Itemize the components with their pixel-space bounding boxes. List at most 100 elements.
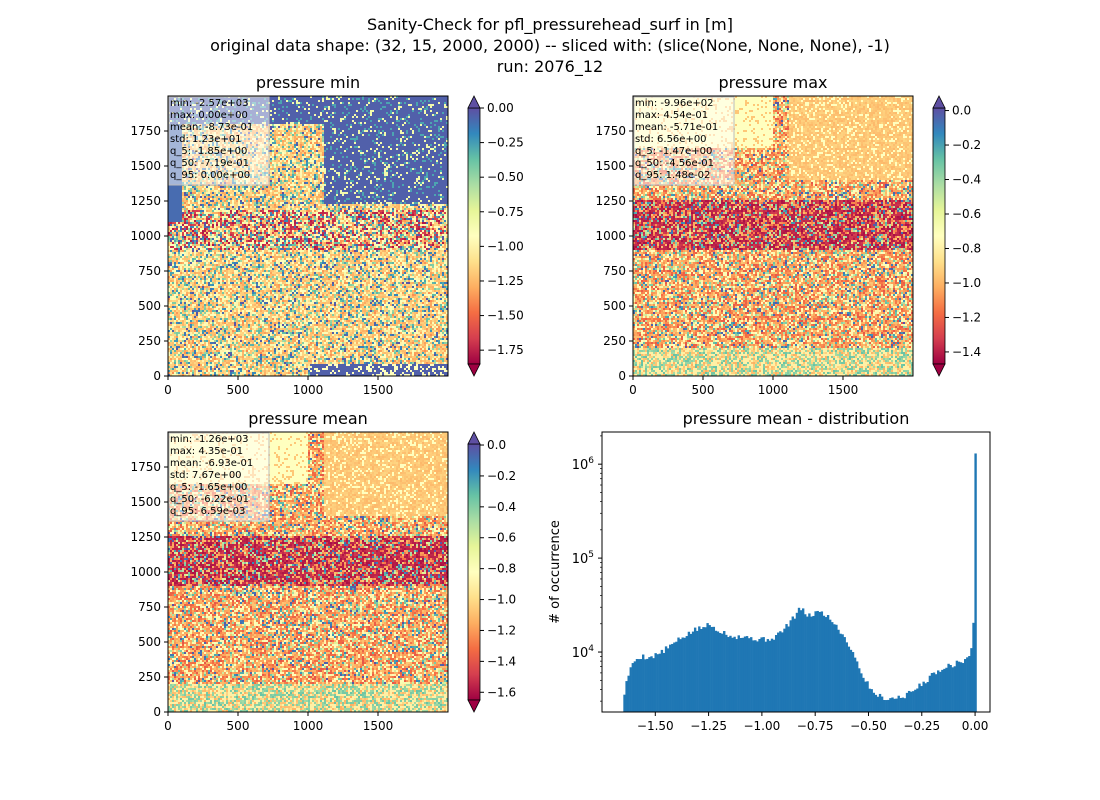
y-tick-label: 0 bbox=[618, 369, 626, 383]
histogram-bar bbox=[870, 689, 873, 712]
x-tick-label: −1.50 bbox=[637, 719, 674, 733]
y-tick-label: 106 bbox=[572, 456, 595, 473]
histogram-bar bbox=[633, 661, 637, 712]
histogram-bar bbox=[750, 637, 753, 712]
histogram-bar bbox=[895, 698, 898, 712]
suptitle-line-2: original data shape: (32, 15, 2000, 2000… bbox=[210, 36, 890, 55]
histogram-bar bbox=[968, 656, 971, 712]
colorbar-tick-label: −1.0 bbox=[487, 593, 516, 607]
colorbar-tick-label: −1.00 bbox=[487, 239, 524, 253]
histogram-bar bbox=[779, 631, 782, 712]
stats-line: mean: -8.73e-01 bbox=[170, 122, 253, 133]
histogram-bar bbox=[903, 698, 907, 712]
y-tick-label: 0 bbox=[153, 369, 161, 383]
stats-line: mean: -6.93e-01 bbox=[170, 458, 253, 469]
histogram-bar bbox=[939, 671, 942, 712]
histogram-bar bbox=[899, 697, 902, 712]
x-tick-label: 0.00 bbox=[962, 719, 989, 733]
histogram-bar bbox=[671, 643, 674, 712]
y-tick-label: 1000 bbox=[130, 229, 161, 243]
histogram-bar bbox=[887, 699, 890, 712]
y-tick-label: 1500 bbox=[595, 159, 626, 173]
histogram-bar bbox=[897, 695, 900, 712]
x-tick-label: 1500 bbox=[828, 383, 859, 397]
y-tick-label: 1000 bbox=[595, 229, 626, 243]
histogram-bar bbox=[747, 638, 751, 712]
y-tick-label: 1250 bbox=[130, 194, 161, 208]
histogram-bar bbox=[955, 660, 959, 712]
stats-line: q_95: 1.48e-02 bbox=[635, 170, 710, 181]
panel-title: pressure min bbox=[256, 73, 360, 92]
histogram-bar bbox=[880, 696, 884, 712]
histogram-bar bbox=[833, 624, 836, 712]
histogram-bar bbox=[627, 675, 630, 712]
stats-line: std: 1.23e+01 bbox=[170, 134, 242, 145]
histogram-bar bbox=[828, 619, 832, 712]
histogram-bar bbox=[675, 641, 678, 712]
histogram-bar bbox=[820, 611, 824, 712]
histogram-bar bbox=[731, 637, 734, 712]
colorbar-tick-label: −1.50 bbox=[487, 309, 524, 323]
histogram-bar bbox=[812, 615, 815, 712]
histogram-bar bbox=[700, 629, 703, 712]
colorbar-tick-label: −0.4 bbox=[952, 173, 981, 187]
histogram-bar bbox=[916, 688, 919, 712]
histogram-bar bbox=[785, 624, 788, 712]
histogram-bar bbox=[882, 699, 886, 712]
stats-line: q_50: -7.19e-01 bbox=[170, 158, 249, 169]
histogram-bar bbox=[781, 632, 784, 712]
histogram-bar bbox=[689, 633, 693, 712]
suptitle-line-1: Sanity-Check for pfl_pressurehead_surf i… bbox=[367, 15, 733, 35]
histogram-bar bbox=[808, 613, 811, 712]
histogram-bar bbox=[683, 637, 686, 712]
stats-line: q_5: -1.47e+00 bbox=[635, 146, 712, 157]
histogram-bar bbox=[743, 636, 747, 712]
colorbar-tick-label: 0.0 bbox=[952, 104, 971, 118]
histogram-bar bbox=[793, 618, 797, 712]
x-tick-label: 0 bbox=[629, 383, 637, 397]
stats-line: max: 4.35e-01 bbox=[170, 446, 243, 457]
stats-line: q_95: 6.59e-03 bbox=[170, 506, 245, 517]
y-tick-label: 500 bbox=[138, 299, 161, 313]
y-tick-label: 0 bbox=[153, 705, 161, 719]
colorbar-tick-label: −0.6 bbox=[487, 531, 516, 545]
histogram-bar bbox=[679, 639, 682, 712]
histogram-bar bbox=[943, 668, 946, 712]
histogram-bar bbox=[720, 633, 724, 712]
histogram-bar bbox=[970, 648, 973, 712]
panel-title: pressure mean - distribution bbox=[683, 409, 910, 428]
y-tick-label: 1500 bbox=[130, 159, 161, 173]
histogram-bar bbox=[799, 610, 803, 712]
histogram-bar bbox=[754, 640, 757, 712]
histogram-bar bbox=[739, 637, 743, 712]
histogram-bar bbox=[623, 694, 626, 712]
histogram-bar bbox=[718, 632, 722, 712]
histogram-bar bbox=[937, 670, 940, 712]
colorbar-extend-top bbox=[467, 95, 481, 109]
colorbar-tick-label: −0.50 bbox=[487, 170, 524, 184]
histogram-bar bbox=[772, 639, 776, 712]
histogram-bar bbox=[685, 636, 689, 712]
histogram-bar bbox=[947, 663, 950, 712]
histogram-bar bbox=[642, 654, 645, 712]
histogram-bar bbox=[912, 691, 915, 712]
colorbar bbox=[467, 107, 481, 365]
x-tick-label: 1000 bbox=[758, 383, 789, 397]
histogram-bar bbox=[696, 630, 699, 712]
histogram-bar bbox=[691, 631, 695, 712]
x-tick-label: −0.50 bbox=[850, 719, 887, 733]
histogram-bar bbox=[723, 631, 726, 712]
histogram-bar bbox=[662, 652, 666, 712]
y-tick-label: 1750 bbox=[130, 460, 161, 474]
histogram-bar bbox=[951, 667, 954, 712]
histogram-bar bbox=[714, 630, 718, 712]
histogram-bar bbox=[922, 681, 925, 712]
histogram-bar bbox=[961, 663, 965, 712]
histogram-bar bbox=[629, 667, 632, 712]
histogram-bar bbox=[654, 653, 657, 712]
histogram-bar bbox=[806, 616, 809, 712]
histogram-bar bbox=[745, 636, 749, 712]
histogram-bar bbox=[656, 654, 659, 712]
histogram-bar bbox=[816, 610, 819, 712]
histogram-bar bbox=[693, 627, 697, 712]
